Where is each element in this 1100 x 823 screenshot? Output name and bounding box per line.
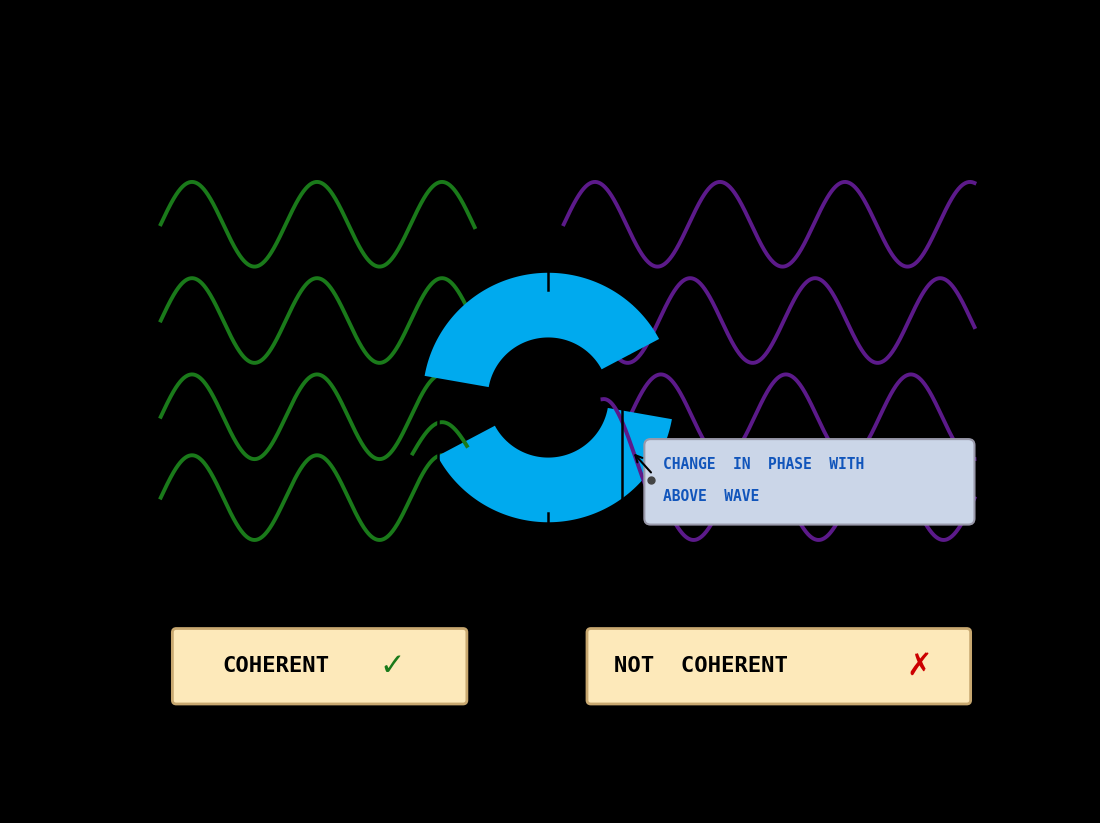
Text: ✓: ✓: [379, 652, 405, 681]
Polygon shape: [464, 441, 508, 491]
Text: CHANGE  IN  PHASE  WITH: CHANGE IN PHASE WITH: [663, 457, 865, 472]
Text: NOT  COHERENT: NOT COHERENT: [614, 656, 788, 677]
Text: COHERENT: COHERENT: [222, 656, 330, 677]
FancyBboxPatch shape: [587, 629, 970, 704]
Polygon shape: [588, 305, 632, 354]
Polygon shape: [425, 272, 659, 387]
Polygon shape: [438, 408, 672, 523]
FancyBboxPatch shape: [645, 439, 975, 524]
Text: ABOVE  WAVE: ABOVE WAVE: [663, 489, 759, 504]
Circle shape: [491, 341, 606, 454]
FancyBboxPatch shape: [173, 629, 466, 704]
Text: ✗: ✗: [906, 652, 932, 681]
